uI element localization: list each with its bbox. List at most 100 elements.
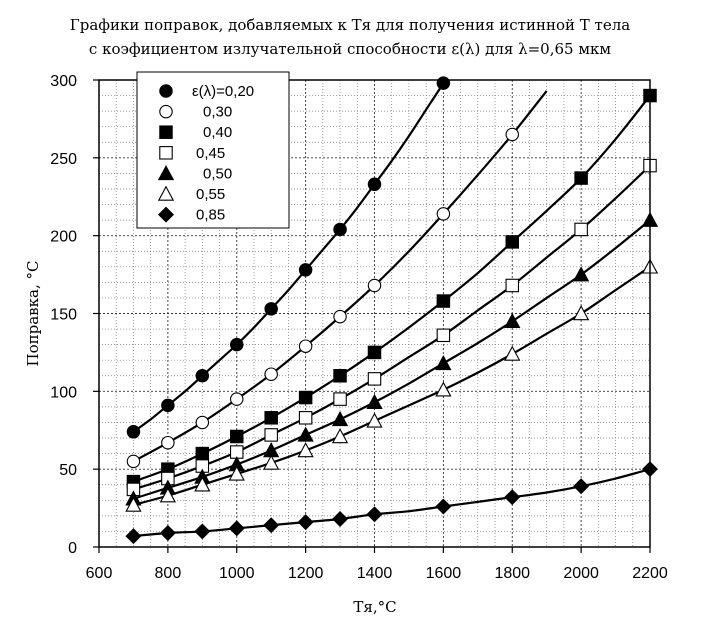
- data-point: [298, 411, 313, 425]
- x-axis-label: Tя,°C: [353, 598, 396, 616]
- data-point: [573, 266, 590, 282]
- data-point: [333, 309, 347, 324]
- data-point: [195, 369, 210, 383]
- data-point: [366, 393, 383, 409]
- series-line-6: [133, 468, 650, 538]
- y-tick-label: 150: [50, 307, 77, 324]
- series-line-4: [133, 219, 650, 500]
- data-point: [297, 442, 314, 458]
- markers: [125, 76, 659, 545]
- y-tick-label: 300: [50, 73, 77, 90]
- data-point: [367, 372, 382, 386]
- chart-title-line2: с коэфициентом излучательной способности…: [89, 40, 611, 58]
- legend-label: 0,40: [203, 124, 232, 141]
- data-point: [436, 76, 451, 90]
- legend-marker: [159, 104, 173, 119]
- y-ticks: 0 50 100 150 200 250 300: [50, 73, 99, 557]
- data-point: [504, 345, 521, 361]
- data-point: [367, 345, 382, 360]
- y-tick-label: 250: [50, 151, 77, 168]
- series-line-5: [133, 265, 650, 507]
- legend-label: 0,45: [196, 145, 225, 162]
- data-point: [230, 337, 244, 352]
- data-point: [194, 476, 211, 492]
- data-point: [126, 425, 141, 439]
- x-tick-label: 800: [155, 565, 182, 582]
- data-point: [367, 177, 382, 192]
- x-tick-label: 1400: [357, 565, 393, 582]
- legend-label: 0,55: [196, 186, 225, 203]
- data-point: [367, 278, 382, 293]
- legend: ε(λ)=0,20 0,30 0,40 0,45 0,50 0,55 0,85: [136, 71, 290, 229]
- data-point: [194, 523, 211, 540]
- data-point: [504, 489, 521, 506]
- x-tick-label: 1600: [426, 565, 462, 582]
- data-point: [366, 412, 383, 428]
- x-tick-label: 1200: [288, 565, 324, 582]
- data-point: [161, 398, 175, 413]
- y-axis-label: Поправка, °C: [24, 261, 42, 367]
- data-point: [574, 171, 588, 185]
- data-point: [366, 506, 383, 523]
- data-point: [263, 454, 280, 470]
- data-point: [159, 487, 176, 503]
- data-point: [264, 302, 278, 316]
- data-point: [333, 222, 347, 237]
- legend-marker: [159, 146, 173, 160]
- data-point: [332, 511, 349, 527]
- data-point: [125, 496, 142, 512]
- legend-marker: [158, 206, 174, 223]
- y-tick-label: 200: [50, 229, 77, 246]
- data-point: [264, 428, 278, 442]
- data-point: [264, 367, 278, 381]
- y-tick-label: 100: [50, 384, 77, 401]
- data-point: [505, 235, 519, 249]
- chart-title-line1: Графики поправок, добавляемых к Tя для п…: [70, 16, 630, 34]
- data-point: [333, 369, 347, 383]
- y-tick-label: 0: [68, 540, 77, 557]
- data-point: [161, 435, 175, 450]
- x-ticks: 600 800 1000 1200 1400 1600 1800 2000 2200: [86, 547, 668, 582]
- data-point: [573, 478, 590, 495]
- x-tick-label: 1800: [494, 565, 530, 582]
- data-point: [436, 207, 451, 221]
- data-point: [125, 528, 142, 545]
- y-tick-label: 50: [59, 462, 77, 479]
- legend-marker: [157, 165, 175, 181]
- x-tick-label: 2200: [632, 565, 668, 582]
- data-point: [436, 294, 451, 308]
- data-point: [297, 514, 314, 531]
- data-point: [297, 426, 314, 442]
- x-tick-label: 2000: [563, 565, 599, 582]
- data-point: [435, 498, 452, 515]
- data-point: [435, 354, 452, 371]
- data-point: [126, 454, 141, 469]
- data-point: [159, 525, 176, 541]
- data-point: [228, 520, 245, 537]
- data-point: [505, 278, 519, 293]
- data-point: [264, 411, 278, 425]
- legend-label: 0,30: [203, 104, 232, 121]
- legend-label: 0,50: [203, 165, 232, 182]
- legend-marker: [157, 185, 175, 201]
- x-tick-label: 600: [86, 565, 113, 582]
- data-point: [436, 328, 451, 343]
- data-point: [230, 392, 244, 406]
- data-point: [195, 415, 210, 430]
- data-point: [298, 339, 313, 353]
- series-line-2: [133, 94, 650, 483]
- data-point: [573, 305, 590, 321]
- legend-marker: [159, 125, 173, 139]
- x-tick-label: 1000: [219, 565, 255, 582]
- data-point: [230, 429, 244, 444]
- data-point: [504, 312, 521, 329]
- data-point: [228, 465, 245, 481]
- data-point: [331, 410, 349, 427]
- legend-label: ε(λ)=0,20: [192, 83, 254, 100]
- series-line-3: [133, 164, 650, 491]
- data-point: [195, 446, 210, 461]
- data-point: [298, 390, 313, 405]
- grid: [99, 80, 650, 547]
- data-point: [574, 222, 588, 237]
